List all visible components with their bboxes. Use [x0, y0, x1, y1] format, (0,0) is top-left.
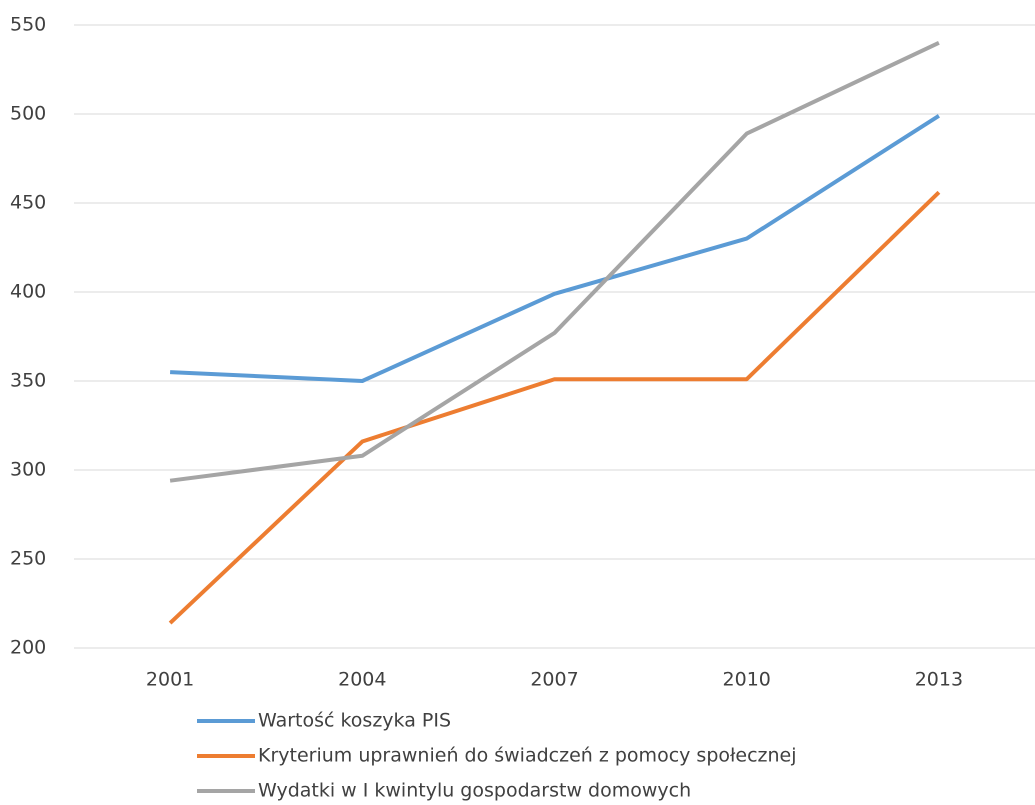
series-line	[169, 40, 940, 483]
x-tick-label: 2010	[723, 669, 771, 691]
legend-label: Kryterium uprawnień do świadczeń z pomoc…	[258, 745, 797, 767]
legend-label: Wartość koszyka PIS	[258, 710, 451, 732]
y-tick-label: 400	[10, 281, 46, 303]
y-tick-label: 450	[10, 192, 46, 214]
x-tick-label: 2013	[915, 669, 963, 691]
y-tick-label: 300	[10, 459, 46, 481]
y-tick-label: 250	[10, 548, 46, 570]
y-tick-label: 500	[10, 103, 46, 125]
x-tick-label: 2001	[146, 669, 194, 691]
y-tick-label: 550	[10, 14, 46, 36]
y-tick-label: 350	[10, 370, 46, 392]
series-line	[168, 190, 941, 625]
x-tick-label: 2004	[338, 669, 386, 691]
series-line	[170, 114, 940, 383]
legend-label: Wydatki w I kwintylu gospodarstw domowyc…	[258, 780, 691, 802]
x-tick-label: 2007	[530, 669, 578, 691]
y-tick-label: 200	[10, 637, 46, 659]
